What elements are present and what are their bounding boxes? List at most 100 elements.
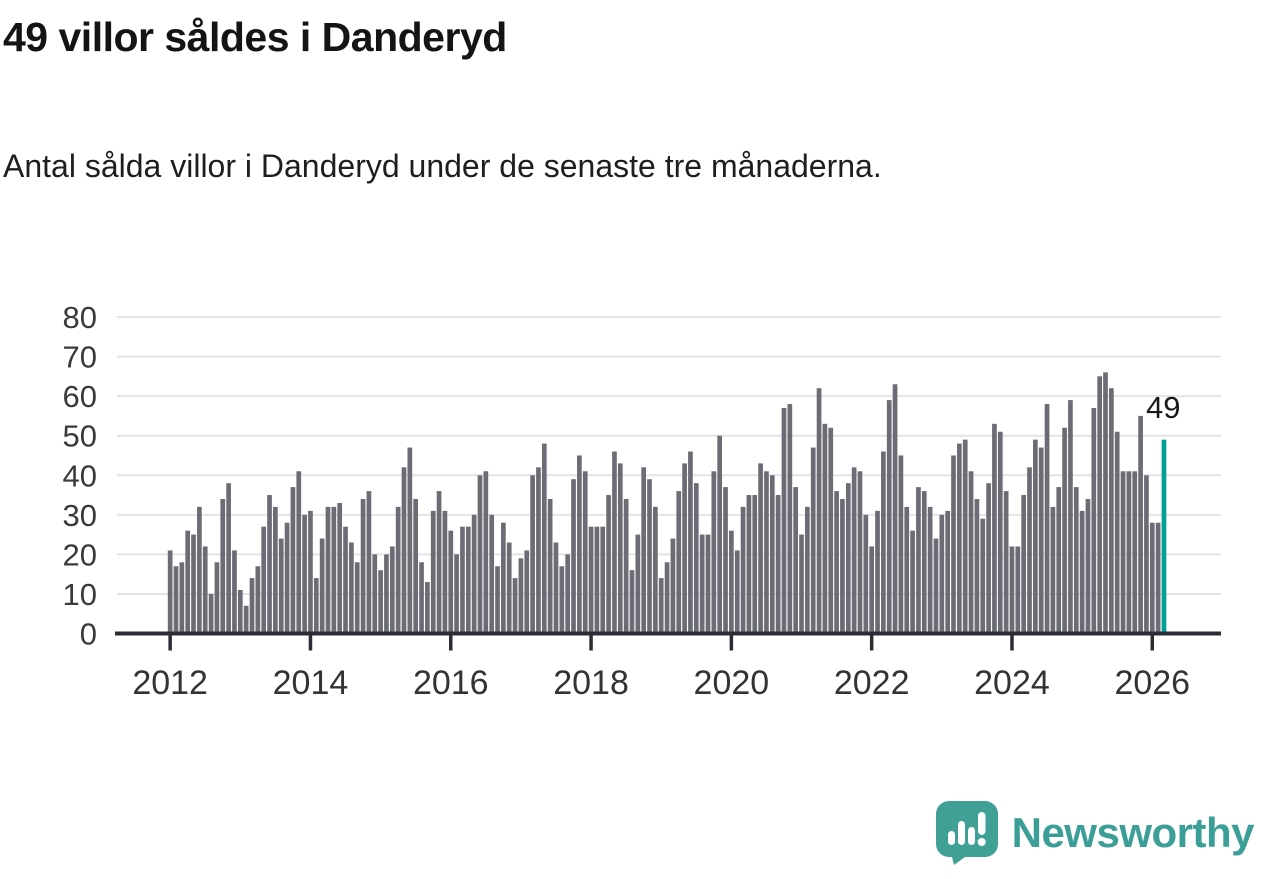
bar	[267, 495, 272, 634]
bar	[284, 522, 290, 634]
bar	[863, 514, 869, 634]
x-axis-tick	[729, 635, 734, 651]
bar	[793, 487, 799, 634]
bar	[1079, 510, 1085, 634]
x-axis-tick	[869, 635, 874, 651]
bar	[951, 455, 956, 634]
bar	[296, 471, 302, 634]
x-axis-tick	[589, 635, 593, 651]
bar	[220, 498, 226, 634]
x-axis-tick	[1150, 635, 1155, 651]
bar	[606, 495, 611, 634]
bar	[547, 498, 553, 634]
y-axis-tick-label: 0	[80, 617, 97, 652]
bar	[419, 562, 424, 634]
bar	[881, 451, 886, 634]
bar	[957, 443, 962, 634]
bar	[992, 423, 997, 634]
x-axis-tick	[449, 635, 453, 651]
bar	[1056, 487, 1062, 634]
bar	[1009, 546, 1015, 634]
x-axis-tick-label: 2016	[413, 664, 489, 702]
bar	[308, 510, 313, 634]
bar	[389, 546, 395, 634]
bar	[904, 506, 910, 634]
bar	[875, 510, 880, 634]
bar	[1149, 522, 1155, 634]
bar	[1003, 491, 1009, 634]
bar-chart-speech-bubble-icon	[935, 801, 998, 865]
bar	[378, 570, 383, 634]
bar	[723, 487, 728, 634]
bar	[711, 471, 717, 634]
bar	[1044, 404, 1050, 634]
bar	[822, 423, 828, 634]
bar	[185, 530, 191, 634]
bar	[612, 451, 617, 634]
latest-value-label: 49	[1146, 390, 1181, 425]
bar	[337, 502, 343, 634]
bar	[454, 554, 459, 634]
x-axis-tick-label: 2024	[974, 664, 1050, 702]
bar	[1068, 400, 1073, 634]
bar	[477, 475, 483, 634]
chart-subtitle: Antal sålda villor i Danderyd under de s…	[3, 148, 882, 184]
bar	[664, 562, 670, 634]
bar	[436, 491, 442, 634]
bar	[682, 463, 687, 634]
bar	[518, 558, 524, 634]
bar	[372, 554, 378, 634]
bar	[968, 471, 974, 634]
x-axis-tick-label: 2026	[1114, 664, 1190, 702]
bar	[202, 546, 208, 634]
bar	[588, 526, 594, 634]
bar	[167, 550, 173, 634]
bar	[705, 534, 711, 634]
bar	[939, 514, 945, 634]
bar	[980, 518, 986, 634]
bar	[764, 471, 769, 634]
bar	[910, 530, 915, 634]
bar	[1097, 376, 1103, 634]
bar	[173, 566, 179, 634]
bar	[343, 526, 348, 634]
bar	[805, 506, 810, 634]
bar	[781, 407, 787, 634]
bar	[273, 506, 278, 634]
bar	[945, 510, 951, 634]
bar	[816, 388, 822, 634]
bar	[489, 514, 495, 634]
bar	[600, 526, 606, 634]
bar	[1109, 388, 1114, 634]
bar	[413, 498, 419, 634]
bar	[1126, 471, 1132, 634]
bar	[495, 566, 500, 634]
bar	[325, 506, 331, 634]
bar	[828, 427, 834, 634]
bar	[617, 463, 623, 634]
bar	[582, 471, 588, 634]
bar	[401, 467, 407, 634]
bar	[962, 439, 968, 634]
bar	[892, 384, 898, 634]
bar	[571, 479, 576, 634]
bar	[769, 475, 775, 634]
y-axis-tick-label: 60	[63, 379, 97, 414]
bar	[559, 566, 565, 634]
bar	[313, 578, 319, 634]
bar	[629, 570, 635, 634]
bar	[810, 447, 816, 634]
bar	[407, 447, 413, 634]
bar	[448, 530, 454, 634]
bar	[1021, 495, 1027, 634]
bar	[688, 451, 693, 634]
bar	[384, 554, 389, 634]
bar	[483, 471, 489, 634]
bar	[208, 593, 214, 634]
y-axis-tick-label: 40	[63, 458, 97, 493]
y-axis-tick-label: 70	[63, 340, 97, 375]
brand-name: Newsworthy	[1011, 809, 1255, 856]
bar	[425, 582, 430, 634]
